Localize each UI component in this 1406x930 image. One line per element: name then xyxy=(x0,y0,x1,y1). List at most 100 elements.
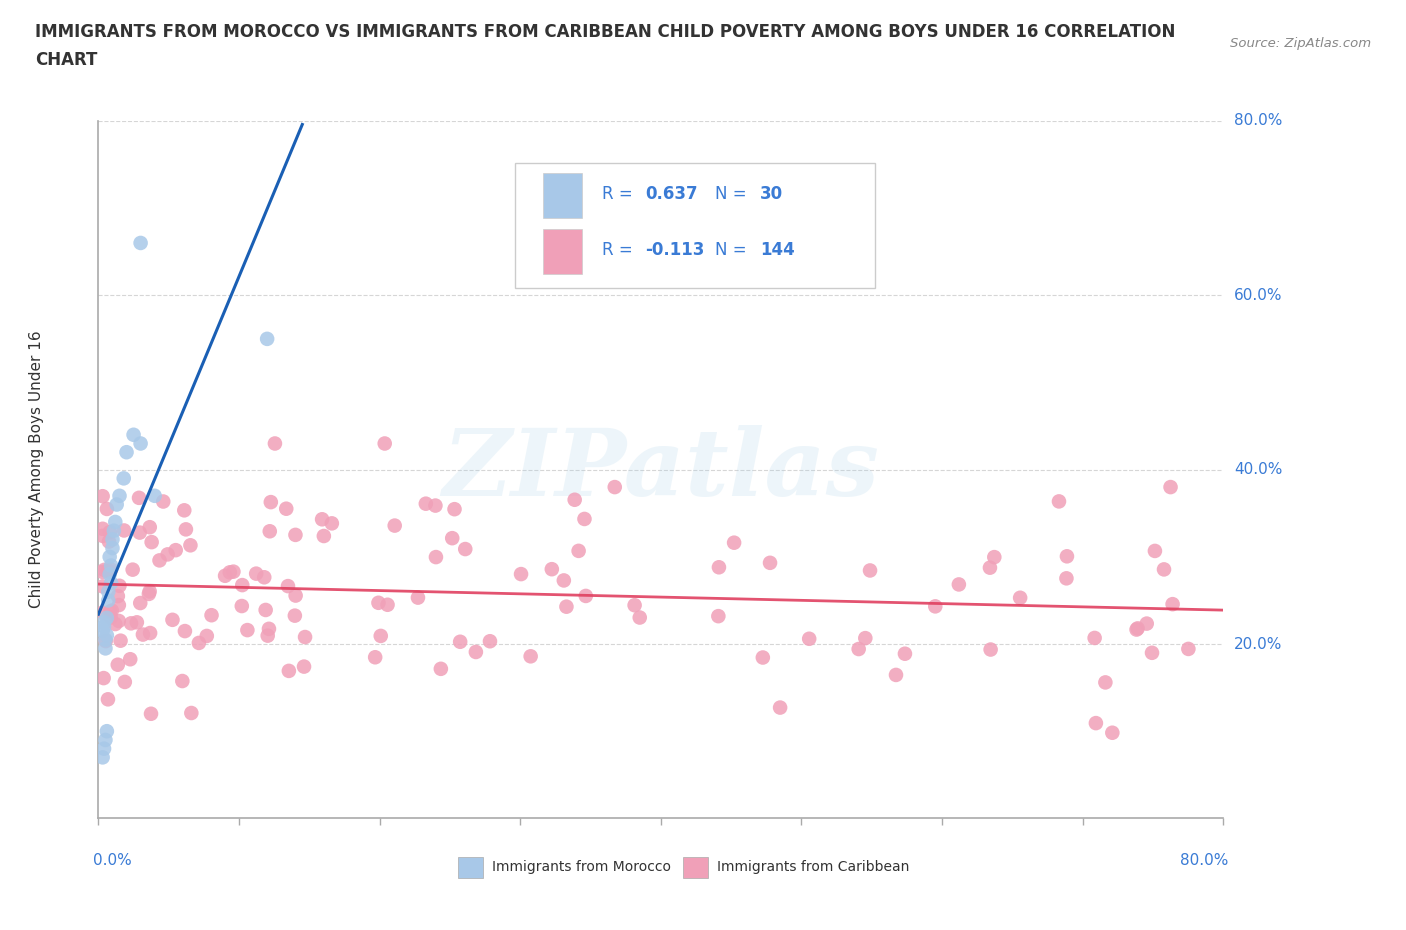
Point xyxy=(277,578,299,593)
Point xyxy=(94,733,117,748)
Point xyxy=(122,428,145,443)
Point xyxy=(284,588,307,603)
Point xyxy=(91,522,114,537)
Point xyxy=(231,578,253,592)
Point xyxy=(253,570,276,585)
Point xyxy=(100,576,122,591)
Point xyxy=(132,627,155,642)
Point xyxy=(98,525,121,539)
Text: 80.0%: 80.0% xyxy=(1181,854,1229,869)
Point xyxy=(100,563,122,578)
Point xyxy=(143,488,166,503)
Point xyxy=(848,642,870,657)
Point xyxy=(1094,675,1116,690)
Point xyxy=(148,553,170,568)
Point xyxy=(105,497,128,512)
Point xyxy=(91,528,114,543)
Point xyxy=(91,750,114,764)
Point xyxy=(370,629,392,644)
Point xyxy=(108,598,131,613)
Text: Immigrants from Morocco: Immigrants from Morocco xyxy=(492,860,671,874)
Point xyxy=(425,498,447,513)
Point xyxy=(1084,631,1107,645)
Point xyxy=(91,579,114,594)
Point xyxy=(98,550,121,565)
Point xyxy=(553,573,575,588)
Point xyxy=(1177,642,1199,657)
Point xyxy=(377,597,399,612)
Point xyxy=(1054,571,1077,586)
Point xyxy=(187,635,209,650)
Point xyxy=(93,619,115,634)
Point xyxy=(91,623,114,638)
Point xyxy=(139,707,162,722)
Point xyxy=(138,587,160,602)
Point xyxy=(97,564,120,578)
Point xyxy=(555,599,578,614)
Point xyxy=(94,632,117,647)
Point xyxy=(101,540,124,555)
FancyBboxPatch shape xyxy=(515,163,875,288)
Text: 0.0%: 0.0% xyxy=(93,854,132,869)
Point xyxy=(98,604,121,619)
Point xyxy=(152,494,174,509)
Point xyxy=(321,516,343,531)
Point xyxy=(200,608,222,623)
Point xyxy=(257,621,280,636)
Point xyxy=(415,497,437,512)
Point xyxy=(983,550,1005,565)
Point xyxy=(284,527,307,542)
Point xyxy=(139,520,162,535)
Text: 144: 144 xyxy=(759,241,794,259)
Point xyxy=(172,673,194,688)
Point xyxy=(364,650,387,665)
Point xyxy=(924,599,946,614)
Point xyxy=(1084,716,1107,731)
Point xyxy=(980,642,1002,657)
Point xyxy=(510,566,533,581)
Point xyxy=(284,608,307,623)
Point xyxy=(94,633,117,648)
Point xyxy=(165,543,187,558)
Point xyxy=(110,633,132,648)
Point xyxy=(1161,597,1184,612)
Point xyxy=(1126,621,1149,636)
Bar xyxy=(683,857,709,878)
Point xyxy=(575,589,598,604)
Point xyxy=(374,436,396,451)
Point xyxy=(108,578,131,593)
Text: -0.113: -0.113 xyxy=(645,241,704,259)
Point xyxy=(179,538,201,552)
Point xyxy=(292,659,315,674)
Point xyxy=(1056,549,1078,564)
Point xyxy=(236,623,259,638)
Point xyxy=(128,490,150,505)
Point xyxy=(478,634,501,649)
Point xyxy=(628,610,651,625)
Point xyxy=(104,514,127,529)
Point xyxy=(93,615,115,630)
Point xyxy=(97,534,120,549)
Point xyxy=(103,524,125,538)
Point xyxy=(312,528,335,543)
Text: ZIPatlas: ZIPatlas xyxy=(443,425,879,514)
Point xyxy=(367,595,389,610)
Point xyxy=(1160,480,1182,495)
Point xyxy=(98,565,121,579)
Point xyxy=(519,649,541,664)
Point xyxy=(707,609,730,624)
Point xyxy=(214,568,236,583)
Point xyxy=(769,700,792,715)
Point xyxy=(406,591,429,605)
Point xyxy=(101,532,124,547)
Point xyxy=(894,646,917,661)
Point xyxy=(195,629,218,644)
Point xyxy=(564,492,586,507)
Point xyxy=(264,436,287,451)
Point xyxy=(853,631,876,645)
Point xyxy=(128,525,150,540)
Point xyxy=(97,593,120,608)
Point xyxy=(752,650,775,665)
Text: 60.0%: 60.0% xyxy=(1234,287,1282,303)
Text: IMMIGRANTS FROM MOROCCO VS IMMIGRANTS FROM CARIBBEAN CHILD POVERTY AMONG BOYS UN: IMMIGRANTS FROM MOROCCO VS IMMIGRANTS FR… xyxy=(35,23,1175,41)
